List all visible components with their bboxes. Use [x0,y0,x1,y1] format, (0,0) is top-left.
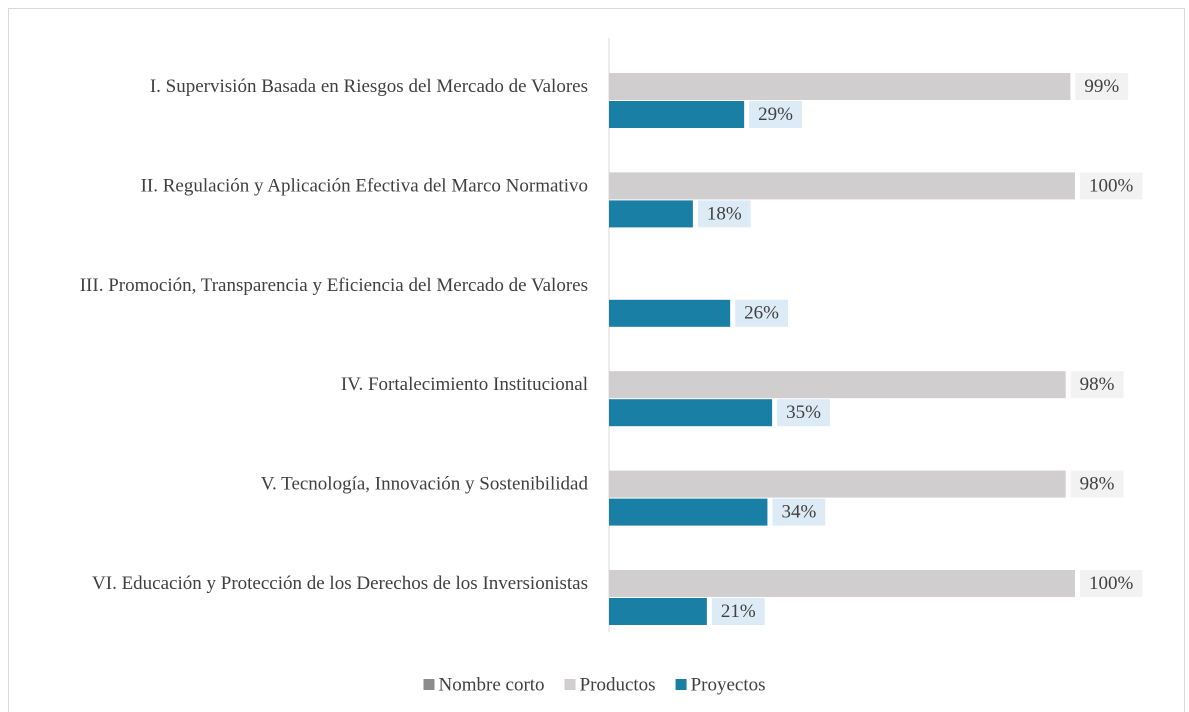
bar [609,172,1075,200]
legend-label: Productos [580,674,656,695]
value-label-bg [697,200,751,228]
value-label: 99% [1084,76,1119,97]
bar [609,101,745,128]
value-label: 35% [786,402,821,423]
value-label: 29% [758,104,793,125]
legend-swatch [423,679,435,690]
bar [609,470,1066,498]
value-label: 98% [1080,374,1115,395]
y-tick-label: III. Promoción, Transparencia y Eficienc… [80,275,588,296]
y-tick-label: II. Regulación y Aplicación Efectiva del… [141,176,588,197]
bar [609,570,1075,597]
y-tick-label: VI. Educación y Protección de los Derech… [92,573,588,594]
value-label-bg [1080,172,1143,200]
value-label: 100% [1089,175,1134,196]
bar [609,598,707,625]
value-label-bg [735,299,788,327]
value-label-bg [1075,73,1129,100]
bar [609,200,693,228]
value-label: 34% [781,501,816,522]
bar [609,498,768,526]
bar [609,299,731,327]
legend-swatch [564,679,576,690]
legend-swatch [675,679,687,690]
value-label: 100% [1089,573,1134,594]
chart-frame [8,8,1185,712]
value-label: 18% [707,203,742,224]
bar [609,73,1071,100]
y-tick-label: I. Supervisión Basada en Riesgos del Mer… [150,76,588,97]
bar [609,371,1066,399]
y-tick-label: V. Tecnología, Innovación y Sostenibilid… [261,474,589,495]
bar [609,399,773,427]
value-label: 21% [721,601,756,622]
legend-label: Proyectos [691,674,766,695]
value-label-bg [1070,470,1124,498]
value-label-bg [711,598,765,625]
value-label-bg [749,101,802,128]
value-label: 26% [744,303,779,324]
value-label-bg [1080,570,1143,597]
y-tick-label: IV. Fortalecimiento Institucional [341,375,588,396]
value-label-bg [1070,371,1124,399]
value-label-bg [777,399,830,427]
value-label-bg [772,498,826,526]
value-label: 98% [1080,473,1115,494]
legend-label: Nombre corto [439,674,545,695]
